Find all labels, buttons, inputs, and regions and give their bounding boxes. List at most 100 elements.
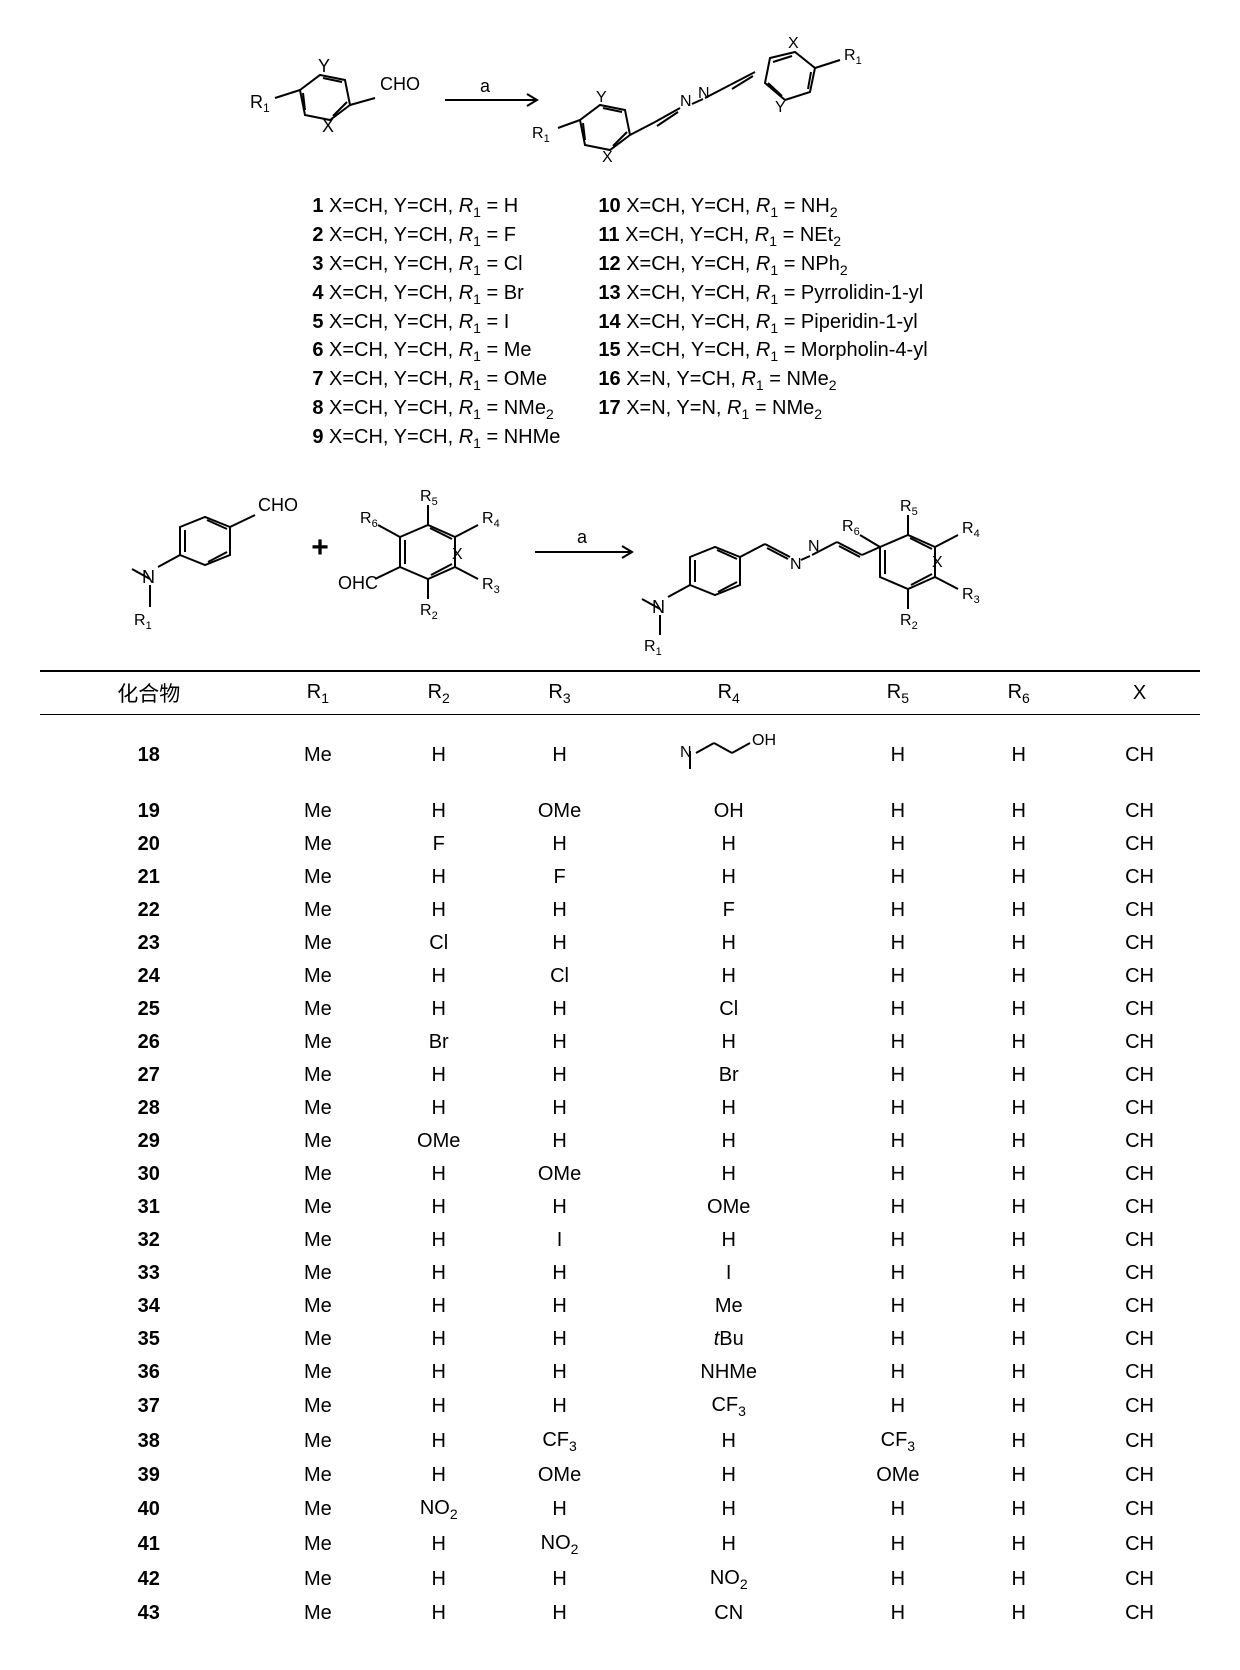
cell: H (499, 927, 620, 960)
cell: H (837, 1597, 958, 1630)
cell: H (837, 1257, 958, 1290)
r3-label-2: R (962, 586, 974, 603)
legend-row: 14 X=CH, Y=CH, R1 = Piperidin-1-yl (598, 309, 927, 338)
cell: H (499, 1323, 620, 1356)
y-label-2: Y (596, 89, 607, 106)
cell: H (837, 1026, 958, 1059)
svg-text:R3: R3 (482, 576, 500, 596)
cell-compound: 27 (40, 1059, 257, 1092)
cell: H (620, 1092, 837, 1125)
cell: OH (620, 795, 837, 828)
ohc-label: OHC (338, 573, 378, 593)
col-header: R3 (499, 671, 620, 715)
cell: CH (1079, 1224, 1200, 1257)
table-row: 23MeClHHHHCH (40, 927, 1200, 960)
x-label-4: X (452, 546, 463, 563)
cell: H (958, 960, 1079, 993)
cell: H (620, 1224, 837, 1257)
cell: CF3 (620, 1389, 837, 1424)
cell: F (499, 861, 620, 894)
cell: H (837, 1527, 958, 1562)
svg-text:R4: R4 (962, 520, 980, 540)
cell: CH (1079, 1389, 1200, 1424)
n-label-4: N (652, 597, 665, 617)
cell: H (378, 1527, 499, 1562)
cell: H (837, 927, 958, 960)
cell: H (499, 1290, 620, 1323)
cell: H (837, 960, 958, 993)
scheme-2-svg: CHO N R1 + OHC R5 R6 R4 X (90, 467, 1150, 657)
cell: H (378, 1191, 499, 1224)
r5-label-2: R (900, 498, 912, 515)
cell: CH (1079, 993, 1200, 1026)
cell: OMe (378, 1125, 499, 1158)
cell: H (620, 1026, 837, 1059)
cell: Me (257, 1424, 378, 1459)
cell: Cl (378, 927, 499, 960)
cell: H (958, 715, 1079, 796)
cell: Me (257, 1092, 378, 1125)
cell: H (499, 1125, 620, 1158)
cell: H (620, 927, 837, 960)
scheme2-arrow-label: a (577, 527, 588, 547)
cell: Me (257, 894, 378, 927)
cell-compound: 29 (40, 1125, 257, 1158)
scheme1-arrow-label: a (480, 76, 491, 96)
table-row: 26MeBrHHHHCH (40, 1026, 1200, 1059)
cell: H (837, 861, 958, 894)
cell: H (499, 1059, 620, 1092)
r2-label: R (420, 602, 432, 619)
cell-compound: 32 (40, 1224, 257, 1257)
cell: Me (257, 960, 378, 993)
cell: H (958, 1059, 1079, 1092)
plus-label: + (311, 531, 329, 564)
col-header: R4 (620, 671, 837, 715)
cell: H (378, 1059, 499, 1092)
cell: H (837, 715, 958, 796)
cell: CH (1079, 894, 1200, 927)
cell: Me (257, 1492, 378, 1527)
cell: OMe (620, 1191, 837, 1224)
r1-label: R (250, 92, 263, 112)
table-row: 41MeHNO2HHHCH (40, 1527, 1200, 1562)
table-row: 19MeHOMeOHHHCH (40, 795, 1200, 828)
table-row: 39MeHOMeHOMeHCH (40, 1459, 1200, 1492)
cell: H (499, 1492, 620, 1527)
cell: H (499, 1597, 620, 1630)
cell: H (620, 1424, 837, 1459)
cell: H (837, 1224, 958, 1257)
table-row: 34MeHHMeHHCH (40, 1290, 1200, 1323)
cell: H (378, 1459, 499, 1492)
cell: Me (257, 1356, 378, 1389)
table-row: 25MeHHClHHCH (40, 993, 1200, 1026)
cell-compound: 20 (40, 828, 257, 861)
cell: CH (1079, 1527, 1200, 1562)
cell: NO2 (499, 1527, 620, 1562)
svg-text:R2: R2 (420, 602, 438, 622)
cell: H (958, 1562, 1079, 1597)
x-label-3: X (788, 35, 799, 52)
cell: H (958, 1597, 1079, 1630)
cell: H (837, 828, 958, 861)
cell: H (958, 861, 1079, 894)
svg-text:R6: R6 (842, 518, 860, 538)
cell: H (378, 894, 499, 927)
cell: H (378, 1092, 499, 1125)
legend-row: 16 X=N, Y=CH, R1 = NMe2 (598, 366, 927, 395)
cell: H (837, 1323, 958, 1356)
r5-label: R (420, 488, 432, 505)
cell: H (620, 1492, 837, 1527)
r1-label-4: R (134, 612, 146, 629)
cell: H (378, 1158, 499, 1191)
cell: Me (257, 861, 378, 894)
cell: CH (1079, 1459, 1200, 1492)
cell: H (499, 1356, 620, 1389)
col-header: R5 (837, 671, 958, 715)
cell: H (378, 1224, 499, 1257)
cell: OMe (499, 1459, 620, 1492)
table-row: 27MeHHBrHHCH (40, 1059, 1200, 1092)
r4-label: R (482, 510, 494, 527)
cell-compound: 39 (40, 1459, 257, 1492)
cell-compound: 19 (40, 795, 257, 828)
cell: H (499, 828, 620, 861)
